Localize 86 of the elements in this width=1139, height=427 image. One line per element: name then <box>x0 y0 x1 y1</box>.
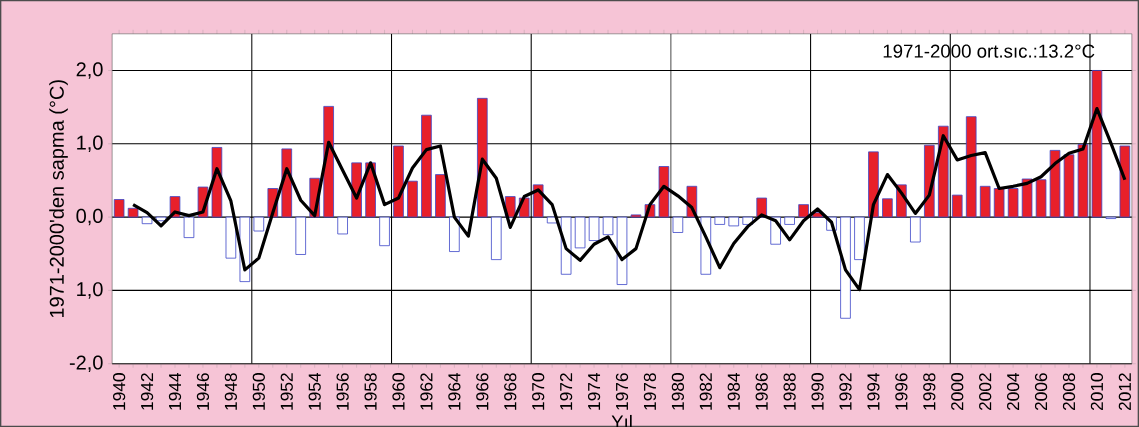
bar <box>113 199 125 218</box>
y-tick-label: -2,0 <box>69 355 103 372</box>
x-tick-label: 1964 <box>448 372 461 410</box>
bar <box>588 216 600 241</box>
bar <box>574 216 586 249</box>
bar <box>658 166 670 218</box>
bar <box>127 207 139 218</box>
bar <box>714 216 726 225</box>
bar <box>225 216 237 259</box>
x-tick-label: 1940 <box>112 373 126 410</box>
bar <box>993 188 1005 218</box>
x-tick-label: 1952 <box>280 373 293 410</box>
x-tick-label: 2000 <box>951 373 964 410</box>
x-tick-label: 1962 <box>420 373 433 410</box>
bar <box>1035 179 1047 218</box>
y-tick-label: 0,0 <box>76 208 103 226</box>
x-tick-label: 1990 <box>811 373 824 410</box>
bar <box>979 185 991 218</box>
x-tick-label: 1948 <box>224 373 238 410</box>
x-tick-label: 1970 <box>532 373 545 410</box>
bar <box>1091 69 1103 218</box>
x-tick-label: 1980 <box>671 373 685 410</box>
x-tick-label: 1992 <box>839 373 852 410</box>
x-tick-label: 1950 <box>252 373 265 410</box>
bar <box>965 116 977 218</box>
x-tick-label: 1988 <box>783 373 796 410</box>
x-tick-label: 2006 <box>1034 373 1048 410</box>
x-tick-label: 1946 <box>196 373 210 410</box>
y-tick-label: 1,0 <box>77 135 103 152</box>
bar <box>449 216 460 252</box>
y-tick-label: 1,0 <box>77 282 103 299</box>
bar <box>784 216 795 225</box>
bar <box>951 194 963 218</box>
bar <box>141 216 153 224</box>
bar <box>728 216 740 227</box>
x-tick-label: 1986 <box>755 373 768 410</box>
bar <box>407 180 418 218</box>
x-tick-label: 1984 <box>727 372 740 410</box>
x-tick-label: 2012 <box>1118 373 1132 410</box>
bar <box>183 216 195 238</box>
bar <box>435 174 446 218</box>
bar <box>672 216 684 233</box>
x-tick-label: 1978 <box>643 373 657 410</box>
bar <box>1021 178 1033 218</box>
x-tick-label: 1974 <box>587 372 601 410</box>
bar <box>393 145 404 218</box>
bar <box>421 114 432 218</box>
y-tick-label: 2,0 <box>76 62 103 79</box>
bar <box>253 216 265 232</box>
x-tick-label: 2010 <box>1090 373 1104 410</box>
x-tick-label: 1994 <box>867 372 880 410</box>
bar <box>854 216 865 260</box>
x-tick-label: 1942 <box>140 373 154 410</box>
x-tick-label: 1954 <box>308 372 321 410</box>
x-tick-label: 1958 <box>364 373 377 410</box>
x-tick-label: 1960 <box>392 373 405 410</box>
x-tick-label: 1972 <box>559 373 573 410</box>
bar <box>490 216 502 260</box>
bar <box>1063 154 1075 218</box>
bar <box>882 198 893 218</box>
bar <box>616 216 628 285</box>
bar <box>798 204 809 218</box>
bar <box>1119 145 1131 218</box>
bar <box>602 216 614 235</box>
bar <box>1049 149 1061 218</box>
x-tick-label: 1976 <box>615 373 629 410</box>
x-tick-label: 1998 <box>923 373 936 410</box>
x-tick-label: 2002 <box>979 373 992 410</box>
bar <box>630 214 642 218</box>
bar <box>379 216 390 246</box>
x-tick-label: 2004 <box>1006 372 1020 410</box>
y-axis-title: 1971-2000'den sapma (°C) <box>49 80 68 317</box>
bar <box>1007 188 1019 218</box>
bar <box>337 216 348 235</box>
x-tick-label: 1968 <box>504 373 517 410</box>
bar <box>910 216 921 243</box>
bar <box>477 97 488 218</box>
x-tick-label: 1956 <box>336 373 349 410</box>
x-tick-label: 2008 <box>1062 373 1076 410</box>
x-tick-label: 1996 <box>895 373 908 410</box>
bar <box>840 216 851 319</box>
x-tick-label: 1982 <box>699 373 712 410</box>
x-tick-label: 1966 <box>476 373 489 410</box>
x-tick-label: 1944 <box>168 372 182 410</box>
bar <box>295 216 307 255</box>
bar <box>1077 144 1089 218</box>
